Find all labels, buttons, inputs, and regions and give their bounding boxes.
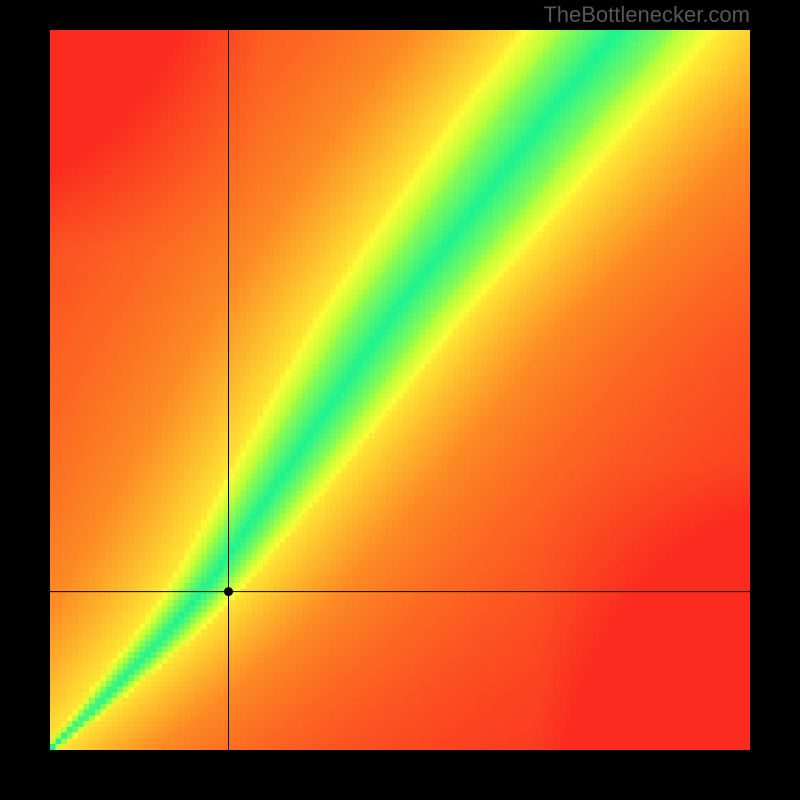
chart-container: TheBottlenecker.com xyxy=(0,0,800,800)
watermark-text: TheBottlenecker.com xyxy=(543,2,750,28)
bottleneck-heatmap xyxy=(50,30,750,750)
